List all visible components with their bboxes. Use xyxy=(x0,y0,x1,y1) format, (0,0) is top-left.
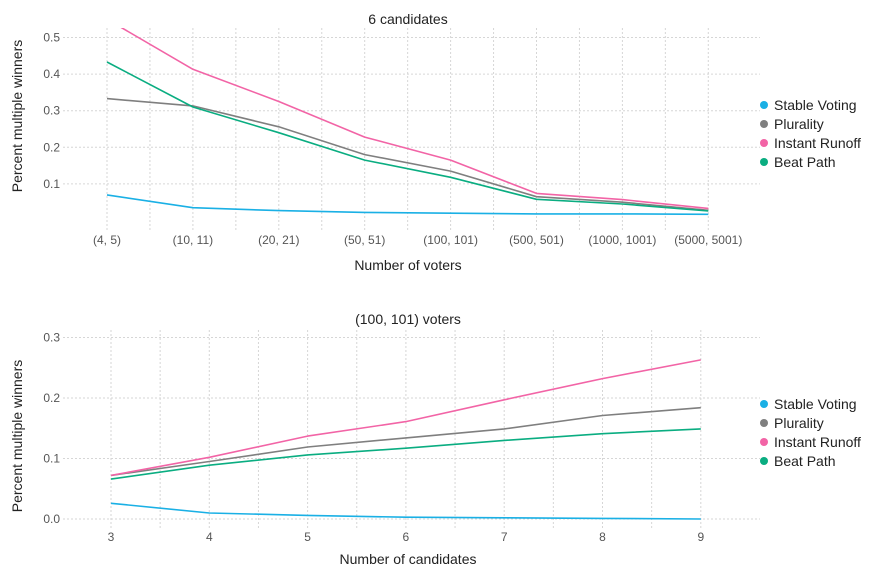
x-tick-label: 3 xyxy=(108,530,115,544)
y-tick-label: 0.4 xyxy=(43,67,60,81)
x-tick-label: (5000, 5001) xyxy=(674,233,742,247)
x-tick-label: 4 xyxy=(206,530,213,544)
legend-label-beat-path: Beat Path xyxy=(774,453,836,469)
chart-bottom: (100, 101) voters Percent multiple winne… xyxy=(9,311,861,567)
chart-top-title: 6 candidates xyxy=(368,11,447,27)
legend-label-instant-runoff: Instant Runoff xyxy=(774,434,861,450)
legend-marker-beat-path xyxy=(760,158,768,166)
legend-label-stable-voting: Stable Voting xyxy=(774,97,857,113)
x-tick-label: 6 xyxy=(403,530,410,544)
series-line-plurality xyxy=(106,97,709,212)
y-tick-label: 0.5 xyxy=(43,31,60,45)
chart-bottom-xlabel: Number of candidates xyxy=(340,551,477,567)
series-line-plurality xyxy=(110,406,701,477)
chart-bottom-grid xyxy=(63,330,760,530)
y-tick-label: 0.2 xyxy=(43,140,60,154)
legend-label-plurality: Plurality xyxy=(774,116,824,132)
legend-label-instant-runoff: Instant Runoff xyxy=(774,135,861,151)
y-tick-label: 0.3 xyxy=(43,331,60,345)
x-tick-label: (1000, 1001) xyxy=(588,233,656,247)
series-line-stable-voting xyxy=(106,194,709,216)
series-line-beat-path xyxy=(110,428,701,480)
x-tick-label: 8 xyxy=(599,530,606,544)
legend-marker-instant-runoff xyxy=(760,139,768,147)
legend-marker-stable-voting xyxy=(760,400,768,408)
chart-bottom-series xyxy=(110,359,701,520)
legend-marker-beat-path xyxy=(760,457,768,465)
legend-marker-plurality xyxy=(760,120,768,128)
x-tick-label: (10, 11) xyxy=(173,233,213,247)
chart-top-legend: Stable Voting Plurality Instant Runoff Beat… xyxy=(760,97,861,170)
legend-marker-stable-voting xyxy=(760,101,768,109)
x-tick-label: (50, 51) xyxy=(344,233,385,247)
x-tick-label: 7 xyxy=(501,530,508,544)
series-line-instant-runoff xyxy=(110,359,701,477)
chart-top-xlabel: Number of voters xyxy=(354,257,461,273)
legend-marker-instant-runoff xyxy=(760,438,768,446)
chart-bottom-ylabel: Percent multiple winners xyxy=(9,360,25,513)
y-tick-label: 0.3 xyxy=(43,104,60,118)
x-tick-label: (4, 5) xyxy=(93,233,121,247)
x-tick-label: 9 xyxy=(697,530,704,544)
series-line-stable-voting xyxy=(110,502,701,520)
y-tick-label: 0.1 xyxy=(43,452,60,466)
chart-top-y-ticks: 0.1 0.2 0.3 0.4 0.5 xyxy=(43,31,60,191)
y-tick-label: 0.1 xyxy=(43,177,60,191)
chart-top-x-ticks: (4, 5) (10, 11) (20, 21) (50, 51) (100, 101)… xyxy=(93,233,742,247)
chart-top-grid xyxy=(63,28,760,230)
chart-top-series xyxy=(106,28,709,216)
legend-label-beat-path: Beat Path xyxy=(774,154,836,170)
x-tick-label: 5 xyxy=(304,530,311,544)
x-tick-label: (500, 501) xyxy=(509,233,564,247)
legend-label-plurality: Plurality xyxy=(774,415,824,431)
x-tick-label: (20, 21) xyxy=(258,233,299,247)
series-line-beat-path xyxy=(106,61,709,212)
x-tick-label: (100, 101) xyxy=(423,233,478,247)
chart-bottom-title: (100, 101) voters xyxy=(355,311,461,327)
chart-top-ylabel: Percent multiple winners xyxy=(9,40,25,193)
y-tick-label: 0.2 xyxy=(43,391,60,405)
chart-bottom-x-ticks: 3 4 5 6 7 8 9 xyxy=(108,530,705,544)
legend-label-stable-voting: Stable Voting xyxy=(774,396,857,412)
chart-bottom-legend: Stable Voting Plurality Instant Runoff Beat… xyxy=(760,396,861,469)
series-line-instant-runoff xyxy=(120,28,709,210)
y-tick-label: 0.0 xyxy=(43,512,60,526)
chart-top: 6 candidates Percent multiple winners Nu… xyxy=(9,11,861,273)
chart-bottom-y-ticks: 0.0 0.1 0.2 0.3 xyxy=(43,331,60,527)
legend-marker-plurality xyxy=(760,419,768,427)
